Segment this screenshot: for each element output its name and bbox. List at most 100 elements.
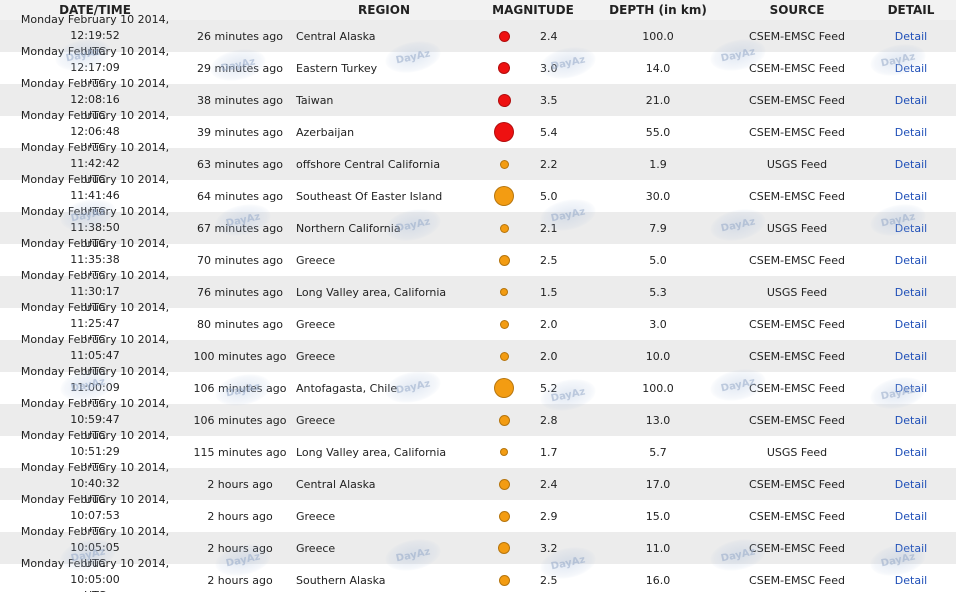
event-time-ago: 2 hours ago — [207, 477, 273, 491]
magnitude-value: 2.1 — [540, 221, 558, 235]
event-time-ago: 100 minutes ago — [193, 349, 287, 363]
detail-link[interactable]: Detail — [894, 445, 928, 459]
event-datetime: Monday February 10 2014, 12:06:48UTC — [0, 108, 190, 156]
magnitude-value: 3.2 — [540, 541, 558, 555]
detail-link[interactable]: Detail — [894, 413, 928, 427]
detail-cell: Detail — [866, 510, 956, 523]
event-source: CSEM-EMSC Feed — [749, 189, 845, 203]
header-region[interactable]: REGION — [358, 3, 410, 17]
detail-link[interactable]: Detail — [894, 125, 928, 139]
event-datetime: Monday February 10 2014, 10:05:00UTC — [0, 556, 190, 592]
magnitude-dot-icon — [498, 254, 510, 266]
event-date: Monday February 10 2014, 11:25:47 — [20, 301, 170, 330]
magnitude-indicator — [478, 564, 530, 592]
magnitude-indicator — [478, 116, 530, 148]
event-time-ago: 2 hours ago — [207, 573, 273, 587]
event-region: Southeast Of Easter Island — [296, 189, 443, 203]
event-magnitude: 2.4 — [478, 20, 588, 52]
event-timezone: UTC — [84, 45, 106, 58]
event-region: Eastern Turkey — [296, 61, 378, 75]
detail-link[interactable]: Detail — [894, 285, 928, 299]
event-region: offshore Central California — [296, 157, 441, 171]
magnitude-value: 2.5 — [540, 573, 558, 587]
magnitude-indicator — [478, 404, 530, 436]
event-depth: 15.0 — [645, 509, 671, 523]
detail-link[interactable]: Detail — [894, 189, 928, 203]
event-source: CSEM-EMSC Feed — [749, 541, 845, 555]
detail-link[interactable]: Detail — [894, 509, 928, 523]
event-date: Monday February 10 2014, 11:41:46 — [20, 173, 170, 202]
detail-link[interactable]: Detail — [894, 93, 928, 107]
magnitude-dot-icon — [498, 542, 510, 554]
detail-link[interactable]: Detail — [894, 317, 928, 331]
magnitude-indicator — [478, 276, 530, 308]
detail-link[interactable]: Detail — [894, 381, 928, 395]
magnitude-indicator — [478, 180, 530, 212]
magnitude-value: 2.8 — [540, 413, 558, 427]
table-row: Monday February 10 2014, 11:42:42 UTC 63 m… — [0, 141, 956, 186]
detail-link[interactable]: Detail — [894, 221, 928, 235]
event-datetime: Monday February 10 2014, 12:08:16 UTC — [0, 76, 190, 124]
event-magnitude: 2.5 — [478, 244, 588, 276]
event-time-ago: 106 minutes ago — [193, 413, 287, 427]
event-region: Central Alaska — [296, 29, 376, 43]
event-date: Monday February 10 2014, 10:51:29 — [20, 429, 170, 458]
event-time-ago: 64 minutes ago — [197, 189, 283, 203]
magnitude-value: 2.4 — [540, 477, 558, 491]
detail-link[interactable]: Detail — [894, 573, 928, 587]
event-source: CSEM-EMSC Feed — [749, 317, 845, 331]
table-row: Monday February 10 2014, 12:19:52 UTC 26 m… — [0, 13, 956, 58]
magnitude-indicator — [478, 212, 530, 244]
table-header: DATE/TIME REGION MAGNITUDE DEPTH (in km)… — [0, 0, 956, 20]
event-datetime: Monday February 10 2014, 11:42:42 UTC — [0, 140, 190, 188]
event-source: CSEM-EMSC Feed — [749, 573, 845, 587]
event-depth: 7.9 — [649, 221, 667, 235]
header-magnitude[interactable]: MAGNITUDE — [492, 3, 574, 17]
table-row: Monday February 10 2014, 12:17:09UTC 29 m… — [0, 45, 956, 90]
detail-cell: Detail — [866, 478, 956, 491]
header-source[interactable]: SOURCE — [769, 3, 825, 17]
table-row: Monday February 10 2014, 12:08:16 UTC 38 m… — [0, 77, 956, 122]
detail-link[interactable]: Detail — [894, 349, 928, 363]
event-date: Monday February 10 2014, 10:59:47 — [20, 397, 170, 426]
event-magnitude: 2.8 — [478, 404, 588, 436]
event-magnitude: 5.2 — [478, 372, 588, 404]
magnitude-value: 2.5 — [540, 253, 558, 267]
event-source: CSEM-EMSC Feed — [749, 29, 845, 43]
magnitude-indicator — [478, 20, 530, 52]
detail-link[interactable]: Detail — [894, 61, 928, 75]
magnitude-indicator — [478, 500, 530, 532]
event-time-ago: 70 minutes ago — [197, 253, 283, 267]
detail-cell: Detail — [866, 158, 956, 171]
event-depth: 1.9 — [649, 157, 667, 171]
magnitude-dot-icon — [498, 62, 510, 74]
magnitude-dot-icon — [500, 288, 508, 296]
event-date: Monday February 10 2014, 11:05:47 — [20, 333, 170, 362]
event-time-ago: 76 minutes ago — [197, 285, 283, 299]
event-magnitude: 2.2 — [478, 148, 588, 180]
event-datetime: Monday February 10 2014, 11:35:38UTC — [0, 236, 190, 284]
table-row: Monday February 10 2014, 10:40:32 UTC 2 ho… — [0, 461, 956, 506]
event-source: USGS Feed — [766, 157, 828, 171]
detail-link[interactable]: Detail — [894, 477, 928, 491]
event-date: Monday February 10 2014, 11:38:50 — [20, 205, 170, 234]
event-datetime: Monday February 10 2014, 12:19:52 UTC — [0, 12, 190, 60]
event-date: Monday February 10 2014, 10:05:05 — [20, 525, 170, 554]
event-source: USGS Feed — [766, 221, 828, 235]
event-datetime: Monday February 10 2014, 12:17:09UTC — [0, 44, 190, 92]
event-region: Antofagasta, Chile — [296, 381, 398, 395]
detail-link[interactable]: Detail — [894, 157, 928, 171]
detail-link[interactable]: Detail — [894, 29, 928, 43]
event-date: Monday February 10 2014, 11:00:09 — [20, 365, 170, 394]
detail-link[interactable]: Detail — [894, 541, 928, 555]
header-depth[interactable]: DEPTH (in km) — [609, 3, 707, 17]
event-timezone: UTC — [0, 588, 190, 592]
event-magnitude: 3.2 — [478, 532, 588, 564]
event-depth: 100.0 — [642, 29, 674, 43]
event-region: Greece — [296, 317, 336, 331]
detail-link[interactable]: Detail — [894, 253, 928, 267]
magnitude-indicator — [478, 84, 530, 116]
event-time-ago: 67 minutes ago — [197, 221, 283, 235]
header-date-time[interactable]: DATE/TIME — [59, 3, 131, 17]
event-source: USGS Feed — [766, 445, 828, 459]
